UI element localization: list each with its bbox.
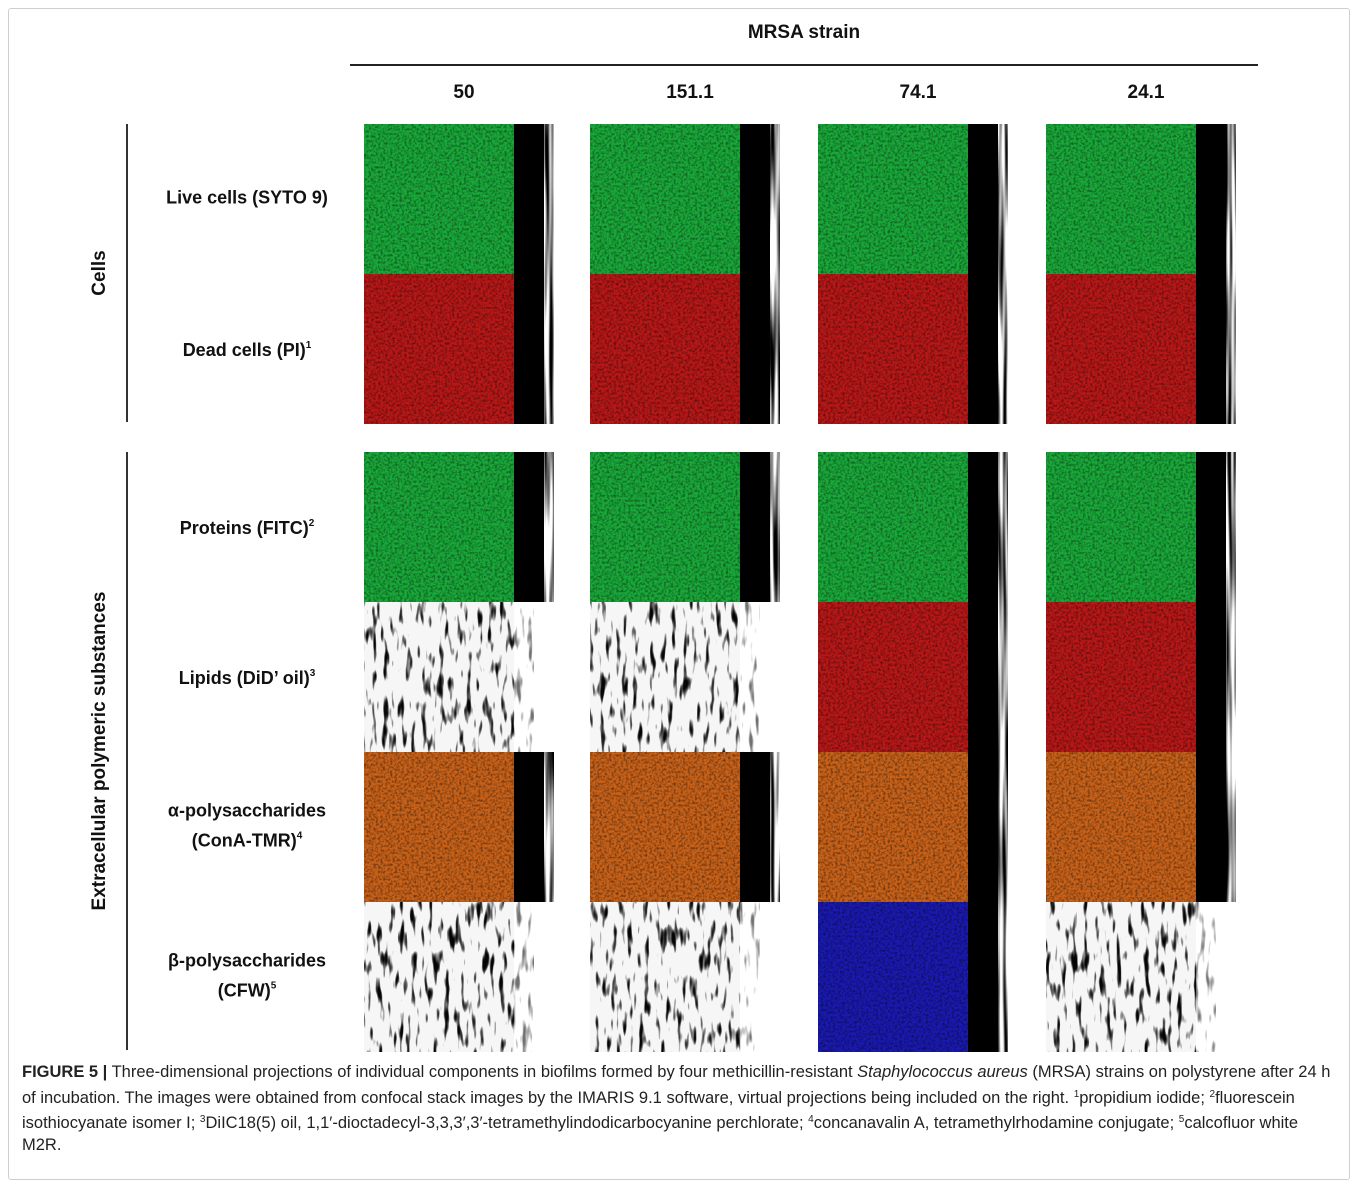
micrograph-tile bbox=[1046, 274, 1236, 424]
projection-strip bbox=[968, 752, 998, 902]
micrograph-tile bbox=[1046, 602, 1236, 752]
projection-strip bbox=[1196, 602, 1226, 752]
projection-strip bbox=[1196, 274, 1226, 424]
micrograph-tile bbox=[818, 902, 1008, 1052]
row-label-6: β-polysaccharides (CFW)5 bbox=[136, 949, 358, 1004]
projection-strip bbox=[740, 274, 770, 424]
row-label-footnote-mark: 5 bbox=[270, 980, 277, 992]
footnote-mark-3: 3 bbox=[199, 1114, 206, 1125]
projection-strip bbox=[740, 452, 770, 602]
row-label-4: Lipids (DiD’ oil)3 bbox=[136, 661, 358, 691]
projection-strip bbox=[968, 452, 998, 602]
column-header-3: 74.1 bbox=[899, 82, 937, 103]
projection-strip bbox=[968, 274, 998, 424]
row-label-line: (ConA-TMR) bbox=[191, 830, 297, 851]
caption-text-1: Three-dimensional projections of individ… bbox=[107, 1063, 858, 1081]
micrograph-tile bbox=[364, 602, 534, 752]
projection-strip bbox=[514, 752, 544, 902]
row-label-2: Dead cells (PI)1 bbox=[136, 333, 358, 363]
micrograph-tile bbox=[590, 902, 760, 1052]
row-label-line: Dead cells (PI) bbox=[182, 340, 306, 360]
projection-strip bbox=[514, 452, 544, 602]
row-label-footnote-mark: 3 bbox=[309, 668, 316, 679]
micrograph-tile bbox=[590, 752, 780, 902]
row-label-line: β-polysaccharides bbox=[167, 950, 327, 971]
micrograph-tile bbox=[590, 602, 760, 752]
row-label-1: Live cells (SYTO 9) bbox=[136, 186, 358, 211]
row-label-footnote-mark: 1 bbox=[305, 340, 312, 351]
row-label-footnote-mark: 4 bbox=[296, 830, 303, 842]
row-label-5: α-polysaccharides (ConA-TMR)4 bbox=[136, 799, 358, 854]
row-label-3: Proteins (FITC)2 bbox=[136, 511, 358, 541]
row-label-line: Live cells (SYTO 9) bbox=[166, 187, 328, 208]
micrograph-tile bbox=[1046, 452, 1236, 602]
column-header-1: 50 bbox=[453, 82, 475, 103]
footnote-mark-4: 4 bbox=[808, 1114, 814, 1125]
projection-strip bbox=[1196, 752, 1226, 902]
micrograph-tile bbox=[590, 452, 780, 602]
projection-strip bbox=[514, 124, 544, 274]
strain-header: MRSA strain bbox=[747, 22, 861, 43]
projection-strip bbox=[740, 752, 770, 902]
micrograph-tile bbox=[1046, 902, 1216, 1052]
eps-bracket bbox=[126, 452, 128, 1050]
projection-strip bbox=[968, 602, 998, 752]
micrograph-tile bbox=[818, 602, 1008, 752]
footnote-1: propidium iodide; bbox=[1079, 1088, 1210, 1107]
cells-bracket bbox=[126, 124, 128, 422]
micrograph-tile bbox=[818, 752, 1008, 902]
micrograph-tile bbox=[818, 452, 1008, 602]
figure-frame bbox=[8, 8, 1350, 1180]
micrograph-tile bbox=[818, 124, 1008, 274]
footnote-4: concanavalin A, tetramethylrhodamine con… bbox=[813, 1114, 1179, 1132]
row-label-line: Lipids (DiD’ oil) bbox=[178, 668, 310, 688]
micrograph-tile bbox=[818, 274, 1008, 424]
row-label-line: α-polysaccharides bbox=[167, 800, 327, 821]
caption-figure-id: FIGURE 5 | bbox=[22, 1063, 108, 1081]
footnote-2: fluorescein isothiocyanate isomer I; bbox=[22, 1088, 1295, 1133]
row-label-footnote-mark: 2 bbox=[308, 518, 315, 529]
column-header-2: 151.1 bbox=[666, 82, 714, 103]
caption-species: Staphylococcus aureus bbox=[857, 1063, 1028, 1081]
micrograph-tile bbox=[364, 124, 554, 274]
footnote-mark-2: 2 bbox=[1209, 1088, 1216, 1100]
projection-strip bbox=[1196, 124, 1226, 274]
row-label-line: (CFW) bbox=[217, 980, 271, 1001]
column-header-4: 24.1 bbox=[1127, 82, 1165, 103]
micrograph-tile bbox=[590, 274, 780, 424]
footnote-5: calcofluor white M2R. bbox=[22, 1114, 1299, 1154]
footnote-mark-1: 1 bbox=[1073, 1088, 1080, 1100]
micrograph-tile bbox=[364, 452, 554, 602]
micrograph-tile bbox=[364, 902, 534, 1052]
micrograph-tile bbox=[364, 752, 554, 902]
micrograph-tile bbox=[590, 124, 780, 274]
projection-strip bbox=[968, 124, 998, 274]
header-rule bbox=[350, 64, 1258, 66]
micrograph-tile bbox=[364, 274, 554, 424]
projection-strip bbox=[514, 274, 544, 424]
footnote-mark-5: 5 bbox=[1178, 1114, 1185, 1125]
footnote-3: DiIC18(5) oil, 1,1′-dioctadecyl-3,3,3′,3… bbox=[205, 1114, 809, 1132]
figure-caption: FIGURE 5 | Three-dimensional projections… bbox=[22, 1062, 1340, 1156]
projection-strip bbox=[1196, 452, 1226, 602]
micrograph-tile bbox=[1046, 752, 1236, 902]
micrograph-tile bbox=[1046, 124, 1236, 274]
caption-text-2: (MRSA) strains on polystyrene after 24 h… bbox=[22, 1063, 1331, 1107]
projection-strip bbox=[740, 124, 770, 274]
projection-strip bbox=[968, 902, 998, 1052]
image-grid bbox=[364, 124, 1236, 1052]
row-label-line: Proteins (FITC) bbox=[179, 518, 309, 538]
